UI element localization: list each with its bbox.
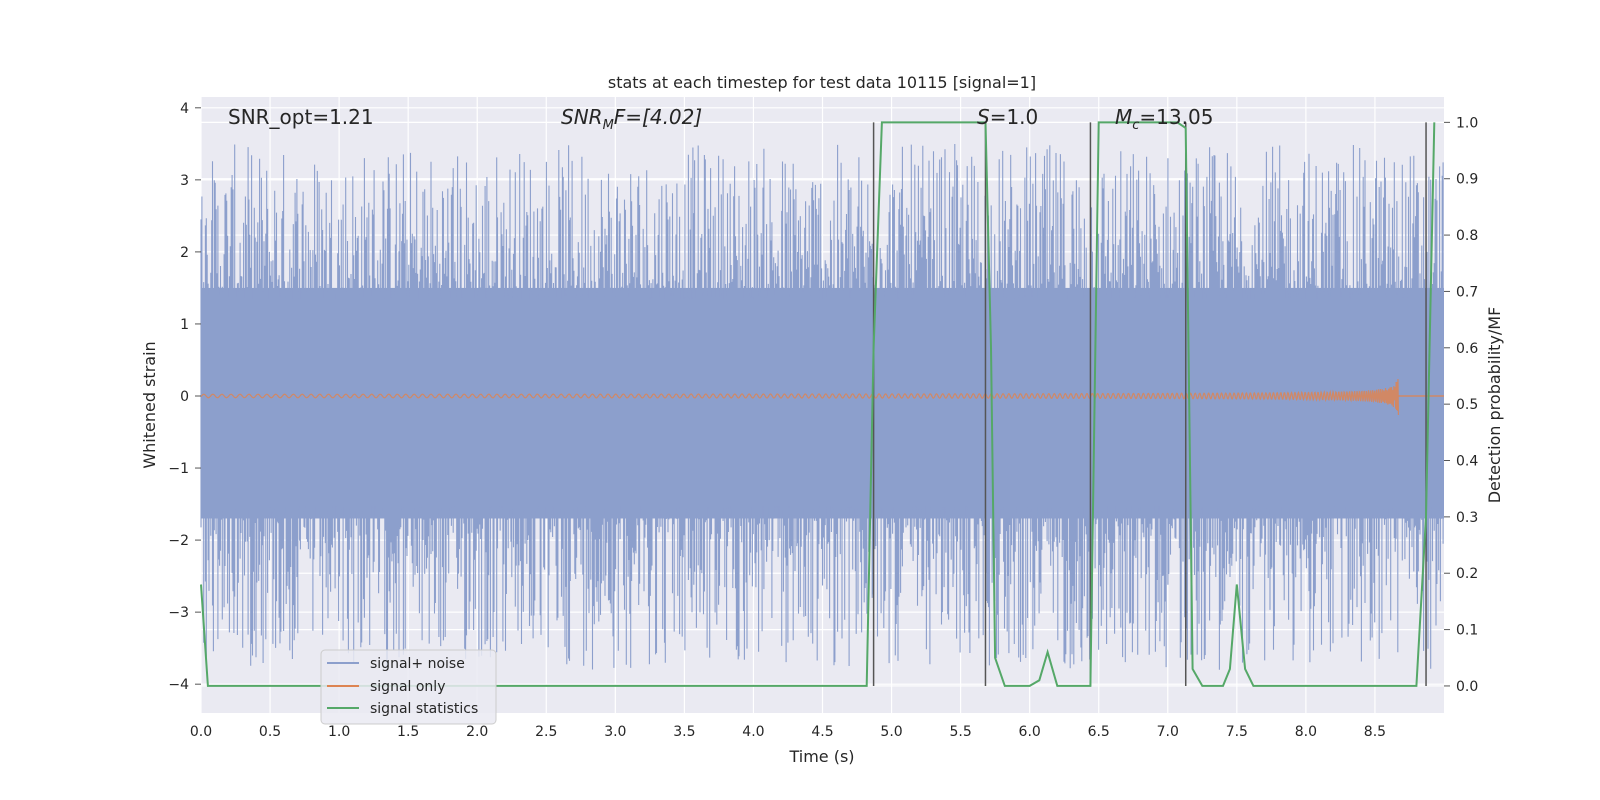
y-tick-label: 2	[180, 245, 189, 261]
y-tick-label: −2	[168, 533, 189, 549]
y2-tick-label: 0.0	[1456, 679, 1478, 695]
x-tick-label: 2.5	[535, 724, 557, 740]
y-tick-label: −4	[168, 677, 189, 693]
legend-box	[320, 649, 497, 725]
x-tick-label: 6.5	[1088, 724, 1110, 740]
x-tick-label: 1.5	[397, 724, 419, 740]
marker-layer	[872, 122, 1427, 686]
y-tick-label: 4	[180, 101, 189, 117]
x-tick-label: 8.0	[1295, 724, 1317, 740]
annotation-snr-mf-subscript: M	[603, 118, 614, 133]
annotation-snr-mf: SNRMF=[4.02]	[561, 105, 702, 133]
noise-trace	[200, 144, 1444, 670]
x-tick-label: 4.0	[742, 724, 764, 740]
legend-label-signal-statistics: signal statistics	[370, 701, 478, 717]
annotation-mc-subscript: c	[1132, 118, 1139, 133]
y2-tick-label: 0.2	[1456, 566, 1478, 582]
x-tick-label: 5.5	[949, 724, 971, 740]
stats-layer	[200, 121, 1436, 687]
legend-label-signal-noise: signal+ noise	[370, 656, 465, 672]
x-tick-label: 0.5	[259, 724, 281, 740]
x-tick-label: 2.0	[466, 724, 488, 740]
x-tick-label: 7.0	[1157, 724, 1179, 740]
y-tick-label: 0	[180, 389, 189, 405]
legend-label-signal-only: signal only	[370, 679, 445, 695]
annotation-s: S=1.0	[977, 105, 1038, 129]
y-tick-labels: 4 3 2 1 0 −1 −2 −3 −4	[168, 101, 201, 693]
y2-tick-label: 0.8	[1456, 228, 1478, 244]
x-tick-label: 1.0	[328, 724, 350, 740]
x-tick-label: 0.0	[190, 724, 212, 740]
x-tick-label: 4.5	[811, 724, 833, 740]
y2-tick-labels: 1.0 0.9 0.8 0.7 0.6 0.5 0.4 0.3 0.2 0.1 0.0	[1444, 115, 1478, 695]
annotation-snr-opt: SNR_opt=1.21	[228, 105, 374, 129]
y-tick-label: 1	[180, 317, 189, 333]
y2-tick-label: 0.5	[1456, 397, 1478, 413]
annotation-s-symbol: S	[977, 105, 990, 129]
y-axis-label: Whitened strain	[140, 341, 159, 468]
signal-layer	[200, 379, 1444, 416]
y2-tick-label: 0.6	[1456, 341, 1478, 357]
y2-tick-label: 1.0	[1456, 115, 1478, 131]
x-axis-label: Time (s)	[788, 747, 854, 766]
annotation-mc-symbol: M	[1115, 105, 1132, 129]
annotation-mc: Mc=13.05	[1115, 105, 1213, 133]
y-tick-label: 3	[180, 173, 189, 189]
legend: signal+ noise signal only signal statist…	[320, 649, 497, 725]
noise-layer	[200, 144, 1444, 670]
x-tick-label: 3.0	[604, 724, 626, 740]
y-tick-label: −1	[168, 461, 189, 477]
annotation-s-value: =1.0	[990, 105, 1039, 129]
chart-title: stats at each timestep for test data 101…	[608, 73, 1036, 92]
y2-tick-label: 0.9	[1456, 172, 1478, 188]
x-tick-label: 5.0	[880, 724, 902, 740]
y-tick-label: −3	[168, 605, 189, 621]
y2-axis-label: Detection probability/MF	[1485, 307, 1504, 504]
y2-tick-label: 0.7	[1456, 284, 1478, 300]
annotation-mc-value: =13.05	[1139, 105, 1213, 129]
signal-statistics-line	[200, 121, 1436, 687]
annotation-snr-mf-value: F=[4.02]	[614, 105, 702, 129]
y2-tick-label: 0.4	[1456, 454, 1478, 470]
x-tick-label: 3.5	[673, 724, 695, 740]
y2-tick-label: 0.1	[1456, 623, 1478, 639]
y2-tick-label: 0.3	[1456, 510, 1478, 526]
signal-only-trace	[200, 379, 1400, 416]
x-tick-label: 8.5	[1364, 724, 1386, 740]
x-tick-labels: 0.0 0.5 1.0 1.5 2.0 2.5 3.0 3.5 4.0 4.5 5.0 5.5 6.0 6…	[190, 724, 1386, 740]
x-tick-label: 6.0	[1019, 724, 1041, 740]
x-tick-label: 7.5	[1226, 724, 1248, 740]
annotation-snr-mf-symbol: SNR	[561, 105, 603, 129]
